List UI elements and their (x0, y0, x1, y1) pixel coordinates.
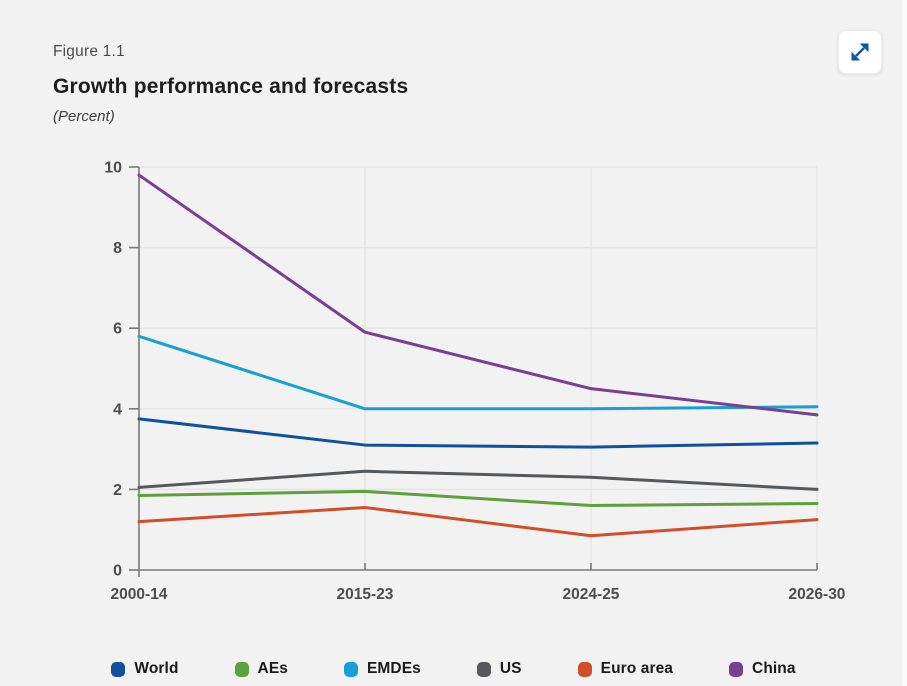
y-tick-label: 4 (113, 401, 122, 418)
y-tick-label: 6 (113, 321, 122, 338)
series-line-aes (137, 489, 819, 508)
y-tick-label: 0 (113, 563, 122, 580)
legend-item-world[interactable]: World (111, 660, 178, 678)
legend-label: AEs (257, 660, 288, 677)
legend-item-euro-area[interactable]: Euro area (577, 660, 674, 678)
page-right-edge (902, 0, 907, 686)
series-line-us (137, 469, 819, 491)
legend-item-us[interactable]: US (476, 660, 522, 678)
expand-arrows-icon (851, 43, 869, 61)
chart-legend: World AEs EMDEs US Euro area China (0, 660, 907, 678)
figure-number: Figure 1.1 (53, 43, 125, 60)
x-tick-label: 2026-30 (789, 586, 846, 603)
series-line-emdes (137, 334, 819, 411)
y-tick-label: 10 (104, 160, 122, 177)
legend-item-china[interactable]: China (729, 660, 796, 678)
legend-item-emdes[interactable]: EMDEs (343, 660, 421, 678)
legend-marker-china (729, 661, 744, 677)
legend-marker-euro-area (577, 661, 592, 677)
legend-item-aes[interactable]: AEs (234, 660, 288, 678)
legend-marker-world (111, 661, 126, 677)
legend-marker-aes (234, 661, 249, 677)
series-line-china (137, 173, 819, 417)
y-tick-label: 8 (113, 240, 122, 257)
figure-title: Growth performance and forecasts (53, 75, 409, 98)
legend-label: World (134, 660, 179, 677)
legend-label: US (499, 660, 522, 677)
expand-chart-button[interactable] (838, 30, 882, 74)
series-line-world (137, 417, 819, 449)
legend-label: China (752, 660, 796, 677)
x-tick-label: 2000-14 (111, 586, 168, 603)
y-tick-label: 2 (113, 482, 122, 499)
series-line-euro-area (137, 506, 819, 538)
legend-label: EMDEs (366, 660, 421, 677)
x-tick-label: 2024-25 (563, 586, 620, 603)
legend-label: Euro area (600, 660, 674, 677)
legend-marker-us (476, 661, 491, 677)
figure-subtitle: (Percent) (53, 108, 115, 125)
x-tick-label: 2015-23 (337, 586, 394, 603)
legend-marker-emdes (343, 661, 358, 677)
